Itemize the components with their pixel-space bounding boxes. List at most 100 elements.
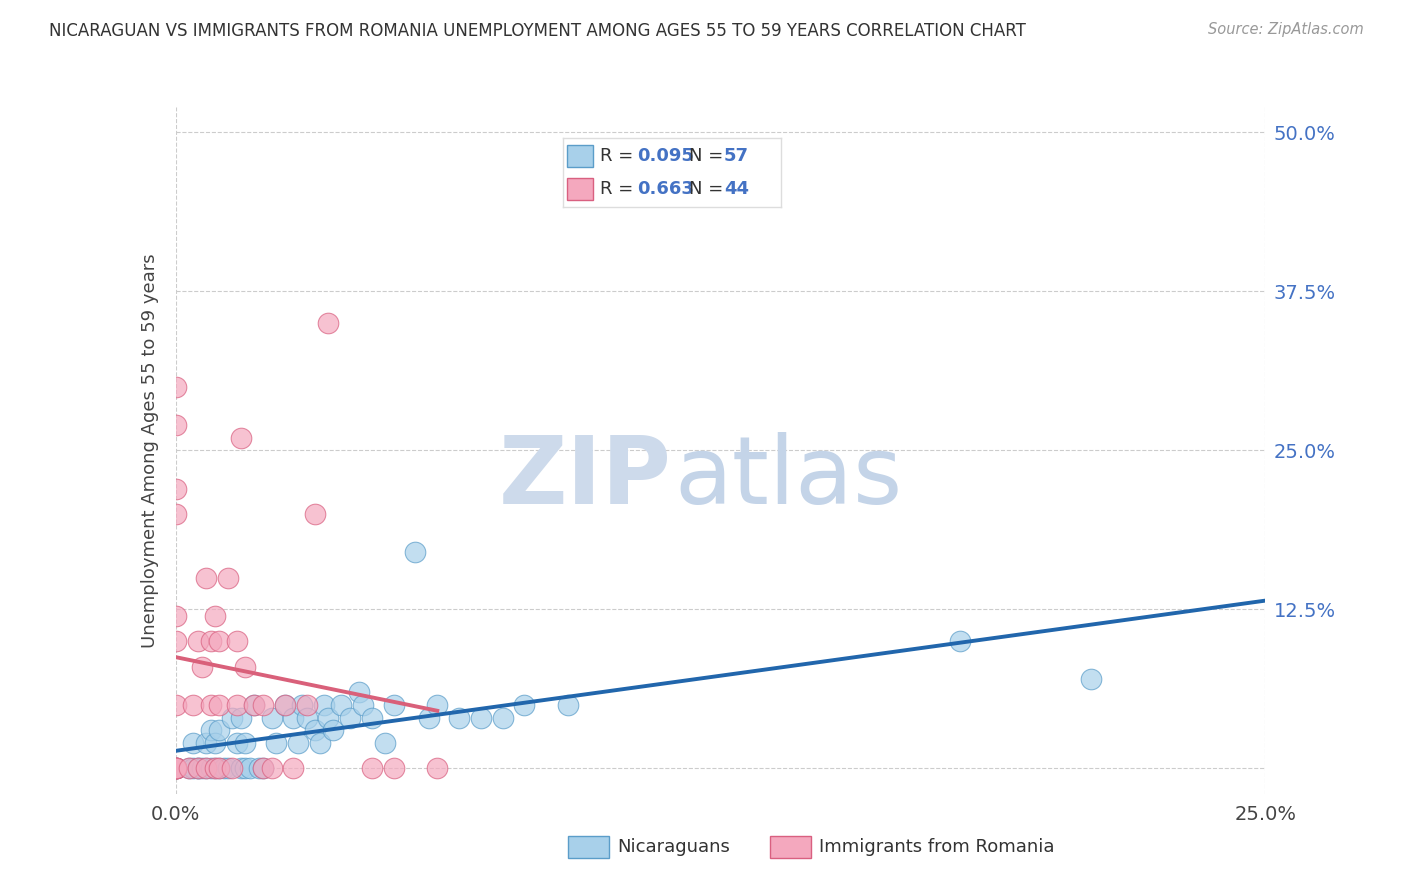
Point bbox=[165, 761, 187, 775]
Point bbox=[212, 761, 235, 775]
Text: N =: N = bbox=[689, 180, 728, 198]
Point bbox=[260, 761, 283, 775]
Text: Source: ZipAtlas.com: Source: ZipAtlas.com bbox=[1208, 22, 1364, 37]
Text: R =: R = bbox=[599, 180, 638, 198]
Text: 0.663: 0.663 bbox=[637, 180, 693, 198]
Point bbox=[283, 710, 305, 724]
Point bbox=[195, 761, 218, 775]
Point bbox=[243, 698, 266, 712]
Point bbox=[235, 659, 257, 673]
Text: 44: 44 bbox=[724, 180, 749, 198]
Point bbox=[295, 710, 318, 724]
Point bbox=[181, 736, 204, 750]
Point bbox=[252, 761, 274, 775]
Point bbox=[221, 710, 243, 724]
Text: Nicaraguans: Nicaraguans bbox=[617, 838, 730, 855]
Point bbox=[191, 761, 214, 775]
Point bbox=[360, 710, 382, 724]
Point bbox=[200, 698, 222, 712]
Point bbox=[426, 698, 449, 712]
Point bbox=[513, 698, 536, 712]
Point bbox=[208, 761, 231, 775]
Point bbox=[165, 482, 187, 496]
Point bbox=[165, 417, 187, 432]
Point bbox=[217, 571, 239, 585]
Point bbox=[181, 698, 204, 712]
Point bbox=[264, 736, 287, 750]
Text: atlas: atlas bbox=[675, 432, 903, 524]
Point bbox=[165, 380, 187, 394]
Point bbox=[308, 736, 330, 750]
Point bbox=[243, 698, 266, 712]
Point bbox=[231, 761, 253, 775]
Point bbox=[318, 710, 340, 724]
Point bbox=[291, 698, 314, 712]
Point bbox=[274, 698, 297, 712]
Point bbox=[200, 634, 222, 648]
Point bbox=[347, 685, 370, 699]
Point bbox=[186, 634, 209, 648]
Point bbox=[204, 736, 226, 750]
Point bbox=[204, 608, 226, 623]
Point bbox=[426, 761, 449, 775]
Point bbox=[235, 736, 257, 750]
Point bbox=[204, 761, 226, 775]
Point bbox=[304, 723, 326, 738]
Point bbox=[418, 710, 440, 724]
Point bbox=[304, 507, 326, 521]
Bar bbox=[567, 178, 593, 200]
Point bbox=[221, 761, 243, 775]
Point bbox=[195, 761, 218, 775]
Point bbox=[225, 736, 247, 750]
Point bbox=[225, 634, 247, 648]
Point bbox=[360, 761, 382, 775]
Point bbox=[208, 723, 231, 738]
Point bbox=[165, 761, 187, 775]
Point bbox=[339, 710, 361, 724]
Point bbox=[225, 698, 247, 712]
Point bbox=[195, 736, 218, 750]
Point bbox=[492, 710, 515, 724]
Point bbox=[295, 698, 318, 712]
Text: R =: R = bbox=[599, 147, 638, 165]
Point bbox=[330, 698, 353, 712]
Point bbox=[274, 698, 297, 712]
Point bbox=[374, 736, 396, 750]
Point bbox=[557, 698, 579, 712]
Point bbox=[447, 710, 470, 724]
Text: ZIP: ZIP bbox=[499, 432, 672, 524]
Point bbox=[405, 545, 427, 559]
Point bbox=[208, 761, 231, 775]
Point bbox=[231, 431, 253, 445]
Point bbox=[165, 761, 187, 775]
Text: N =: N = bbox=[689, 147, 728, 165]
Point bbox=[191, 659, 214, 673]
Point bbox=[322, 723, 344, 738]
Point bbox=[352, 698, 374, 712]
Point bbox=[239, 761, 262, 775]
Point bbox=[165, 608, 187, 623]
Text: 57: 57 bbox=[724, 147, 749, 165]
Point bbox=[1080, 673, 1102, 687]
Point bbox=[217, 761, 239, 775]
Point bbox=[186, 761, 209, 775]
Point bbox=[165, 761, 187, 775]
Point bbox=[165, 761, 187, 775]
Bar bbox=[567, 145, 593, 167]
Text: 0.095: 0.095 bbox=[637, 147, 693, 165]
Text: NICARAGUAN VS IMMIGRANTS FROM ROMANIA UNEMPLOYMENT AMONG AGES 55 TO 59 YEARS COR: NICARAGUAN VS IMMIGRANTS FROM ROMANIA UN… bbox=[49, 22, 1026, 40]
Point bbox=[200, 723, 222, 738]
Text: Immigrants from Romania: Immigrants from Romania bbox=[818, 838, 1054, 855]
Point bbox=[252, 698, 274, 712]
Point bbox=[186, 761, 209, 775]
Point bbox=[165, 761, 187, 775]
Point bbox=[208, 634, 231, 648]
Point bbox=[470, 710, 492, 724]
Point bbox=[287, 736, 309, 750]
Point bbox=[165, 634, 187, 648]
Point bbox=[177, 761, 200, 775]
Point bbox=[235, 761, 257, 775]
Point bbox=[382, 698, 405, 712]
Point bbox=[252, 761, 274, 775]
Point bbox=[318, 316, 340, 330]
